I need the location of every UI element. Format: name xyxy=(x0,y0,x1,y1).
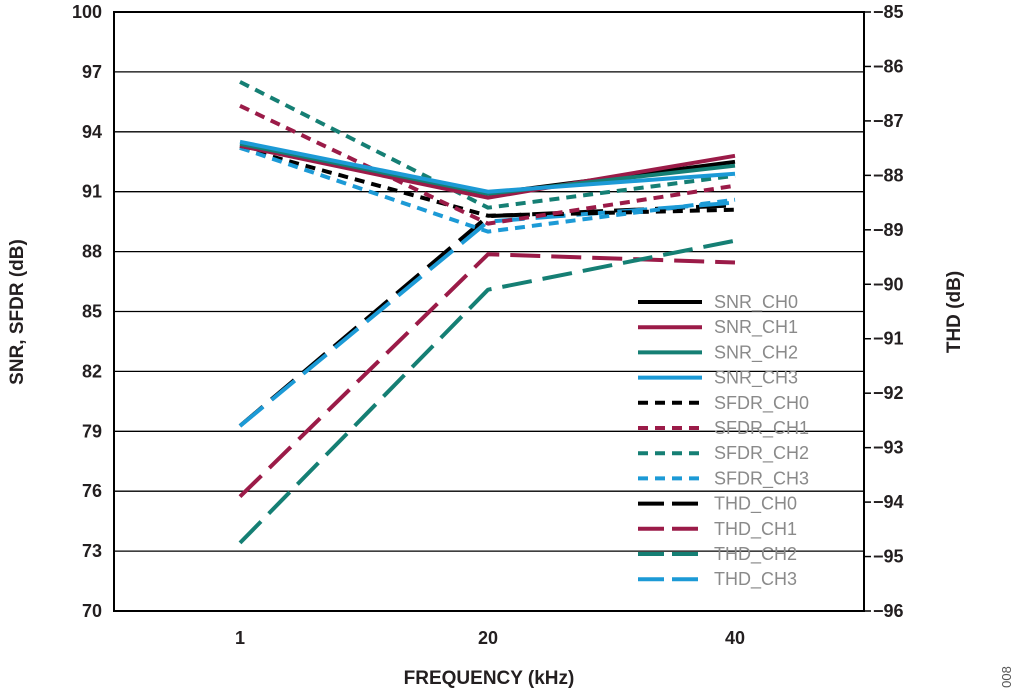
legend-label: SNR_CH1 xyxy=(714,317,798,338)
series-line-thd-ch3 xyxy=(238,200,736,428)
y-tick-label-right: −89 xyxy=(873,220,904,240)
series-lines xyxy=(238,80,736,545)
y-tick-label-left: 76 xyxy=(82,481,102,501)
x-tick-label: 20 xyxy=(478,628,498,648)
series-line-thd-ch0 xyxy=(238,203,736,428)
legend-label: SNR_CH3 xyxy=(714,368,798,389)
legend-label: SNR_CH2 xyxy=(714,342,798,363)
y-tick-label-right: −95 xyxy=(873,547,904,567)
legend-label: SFDR_CH0 xyxy=(714,393,809,414)
legend-label: THD_CH2 xyxy=(714,544,797,565)
y-tick-label-left: 82 xyxy=(82,361,102,381)
legend-label: SFDR_CH3 xyxy=(714,468,809,489)
y-axis-title-left: SNR, SFDR (dB) xyxy=(7,239,28,385)
y-tick-label-right: −90 xyxy=(873,274,904,294)
y-tick-label-right: −96 xyxy=(873,601,904,621)
legend: SNR_CH0 SNR_CH1 SNR_CH2 SNR_CH3 SFDR_CH0 SFDR… xyxy=(638,292,809,590)
series-line-thd-ch1 xyxy=(238,252,736,499)
y-tick-label-left: 73 xyxy=(82,541,102,561)
legend-label: THD_CH0 xyxy=(714,494,797,515)
y-tick-label-left: 79 xyxy=(82,421,102,441)
series-line-sfdr-ch3 xyxy=(239,145,736,234)
y-tick-label-right: −88 xyxy=(873,165,904,185)
y-tick-label-right: −92 xyxy=(873,383,904,403)
y-tick-label-left: 91 xyxy=(82,182,102,202)
gridlines xyxy=(114,71,864,552)
y-tick-label-left: 70 xyxy=(82,601,102,621)
y-tick-label-left: 88 xyxy=(82,242,102,262)
series-line-snr-ch3 xyxy=(239,139,736,194)
axis-ticks: 70 73 76 79 82 85 88 91 94 97 100 −96 −95 −94 −93 −92 −9… xyxy=(72,2,904,648)
y-tick-label-left: 100 xyxy=(72,2,102,22)
series-line-sfdr-ch2 xyxy=(239,80,736,210)
x-tick-label: 1 xyxy=(235,628,245,648)
figure-id: 008 xyxy=(999,666,1014,688)
y-tick-label-right: −86 xyxy=(873,56,904,76)
series-line-thd-ch2 xyxy=(238,238,736,545)
series-line-sfdr-ch0 xyxy=(239,145,736,218)
y-tick-label-right: −87 xyxy=(873,111,904,131)
y-tick-label-right: −85 xyxy=(873,2,904,22)
y-tick-label-left: 97 xyxy=(82,62,102,82)
legend-label: THD_CH1 xyxy=(714,519,797,540)
x-tick-label: 40 xyxy=(725,628,745,648)
y-axis-title-right: THD (dB) xyxy=(944,271,965,353)
series-line-sfdr-ch1 xyxy=(239,103,736,226)
plot-frame xyxy=(113,11,865,612)
x-axis-title: FREQUENCY (kHz) xyxy=(404,668,575,689)
y-tick-label-right: −91 xyxy=(873,329,904,349)
legend-label: SNR_CH0 xyxy=(714,292,798,313)
y-tick-label-left: 94 xyxy=(82,122,102,142)
series-line-snr-ch1 xyxy=(239,143,736,200)
y-tick-label-left: 85 xyxy=(82,302,102,322)
y-tick-label-right: −93 xyxy=(873,438,904,458)
legend-label: SFDR_CH2 xyxy=(714,443,809,464)
legend-label: SFDR_CH1 xyxy=(714,418,809,439)
y-tick-label-right: −94 xyxy=(873,492,904,512)
legend-label: THD_CH3 xyxy=(714,569,797,590)
